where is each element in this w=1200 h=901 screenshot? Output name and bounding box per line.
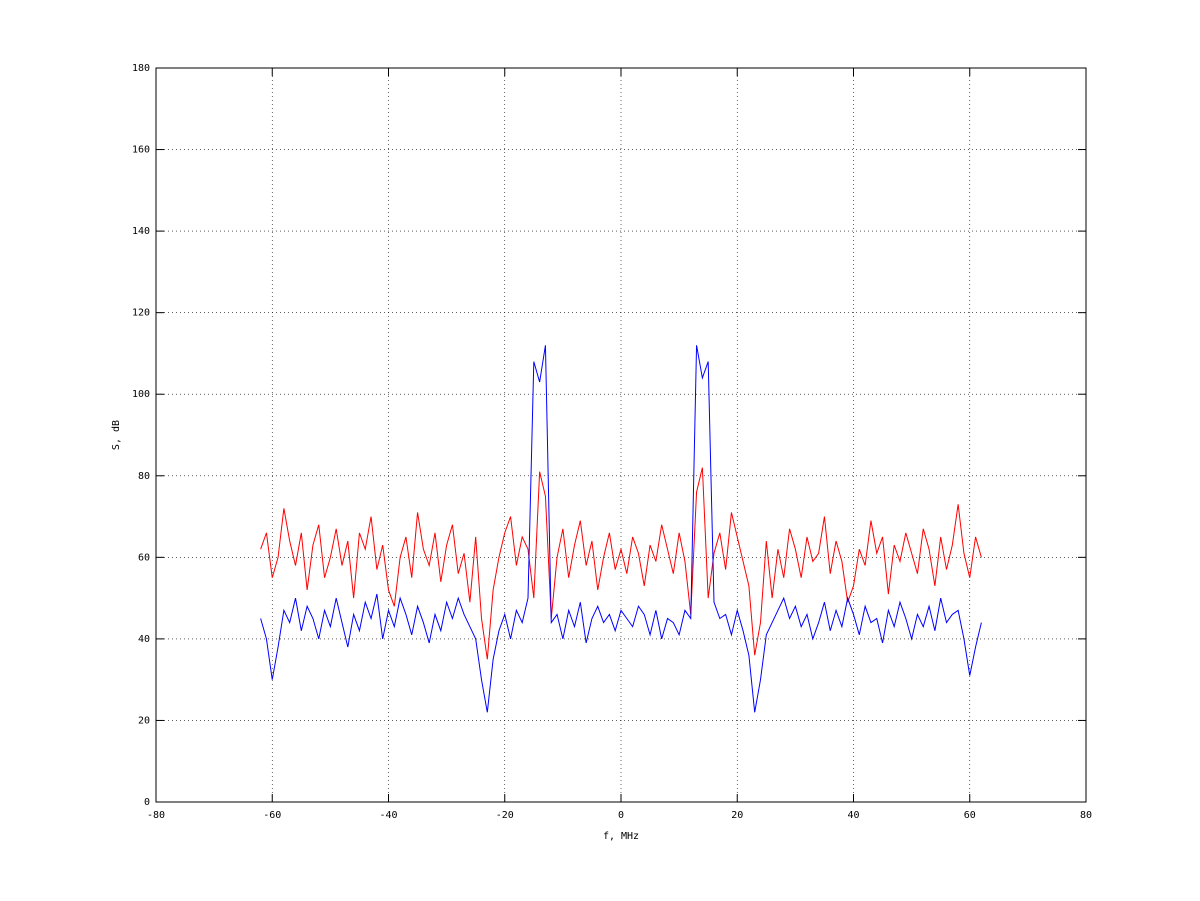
x-axis-label: f, MHz xyxy=(603,831,639,842)
x-tick-label: 0 xyxy=(618,810,624,821)
y-tick-label: 100 xyxy=(132,389,150,400)
x-tick-label: 60 xyxy=(964,810,976,821)
x-tick-label: -20 xyxy=(496,810,514,821)
series-line xyxy=(260,345,982,713)
x-tick-label: 80 xyxy=(1080,810,1092,821)
x-tick-label: -80 xyxy=(147,810,165,821)
series-line xyxy=(260,467,982,660)
y-tick-label: 80 xyxy=(138,471,150,482)
x-tick-label: 20 xyxy=(731,810,743,821)
y-tick-label: 40 xyxy=(138,634,150,645)
x-tick-label: 40 xyxy=(847,810,859,821)
y-tick-label: 140 xyxy=(132,226,150,237)
y-tick-label: 20 xyxy=(138,715,150,726)
y-tick-label: 160 xyxy=(132,145,150,156)
y-axis-label: S, dB xyxy=(111,420,122,450)
y-tick-label: 120 xyxy=(132,308,150,319)
x-tick-label: -60 xyxy=(263,810,281,821)
y-tick-label: 0 xyxy=(144,797,150,808)
y-tick-label: 180 xyxy=(132,63,150,74)
x-tick-label: -40 xyxy=(379,810,397,821)
y-tick-label: 60 xyxy=(138,552,150,563)
plot-frame xyxy=(155,67,1087,803)
